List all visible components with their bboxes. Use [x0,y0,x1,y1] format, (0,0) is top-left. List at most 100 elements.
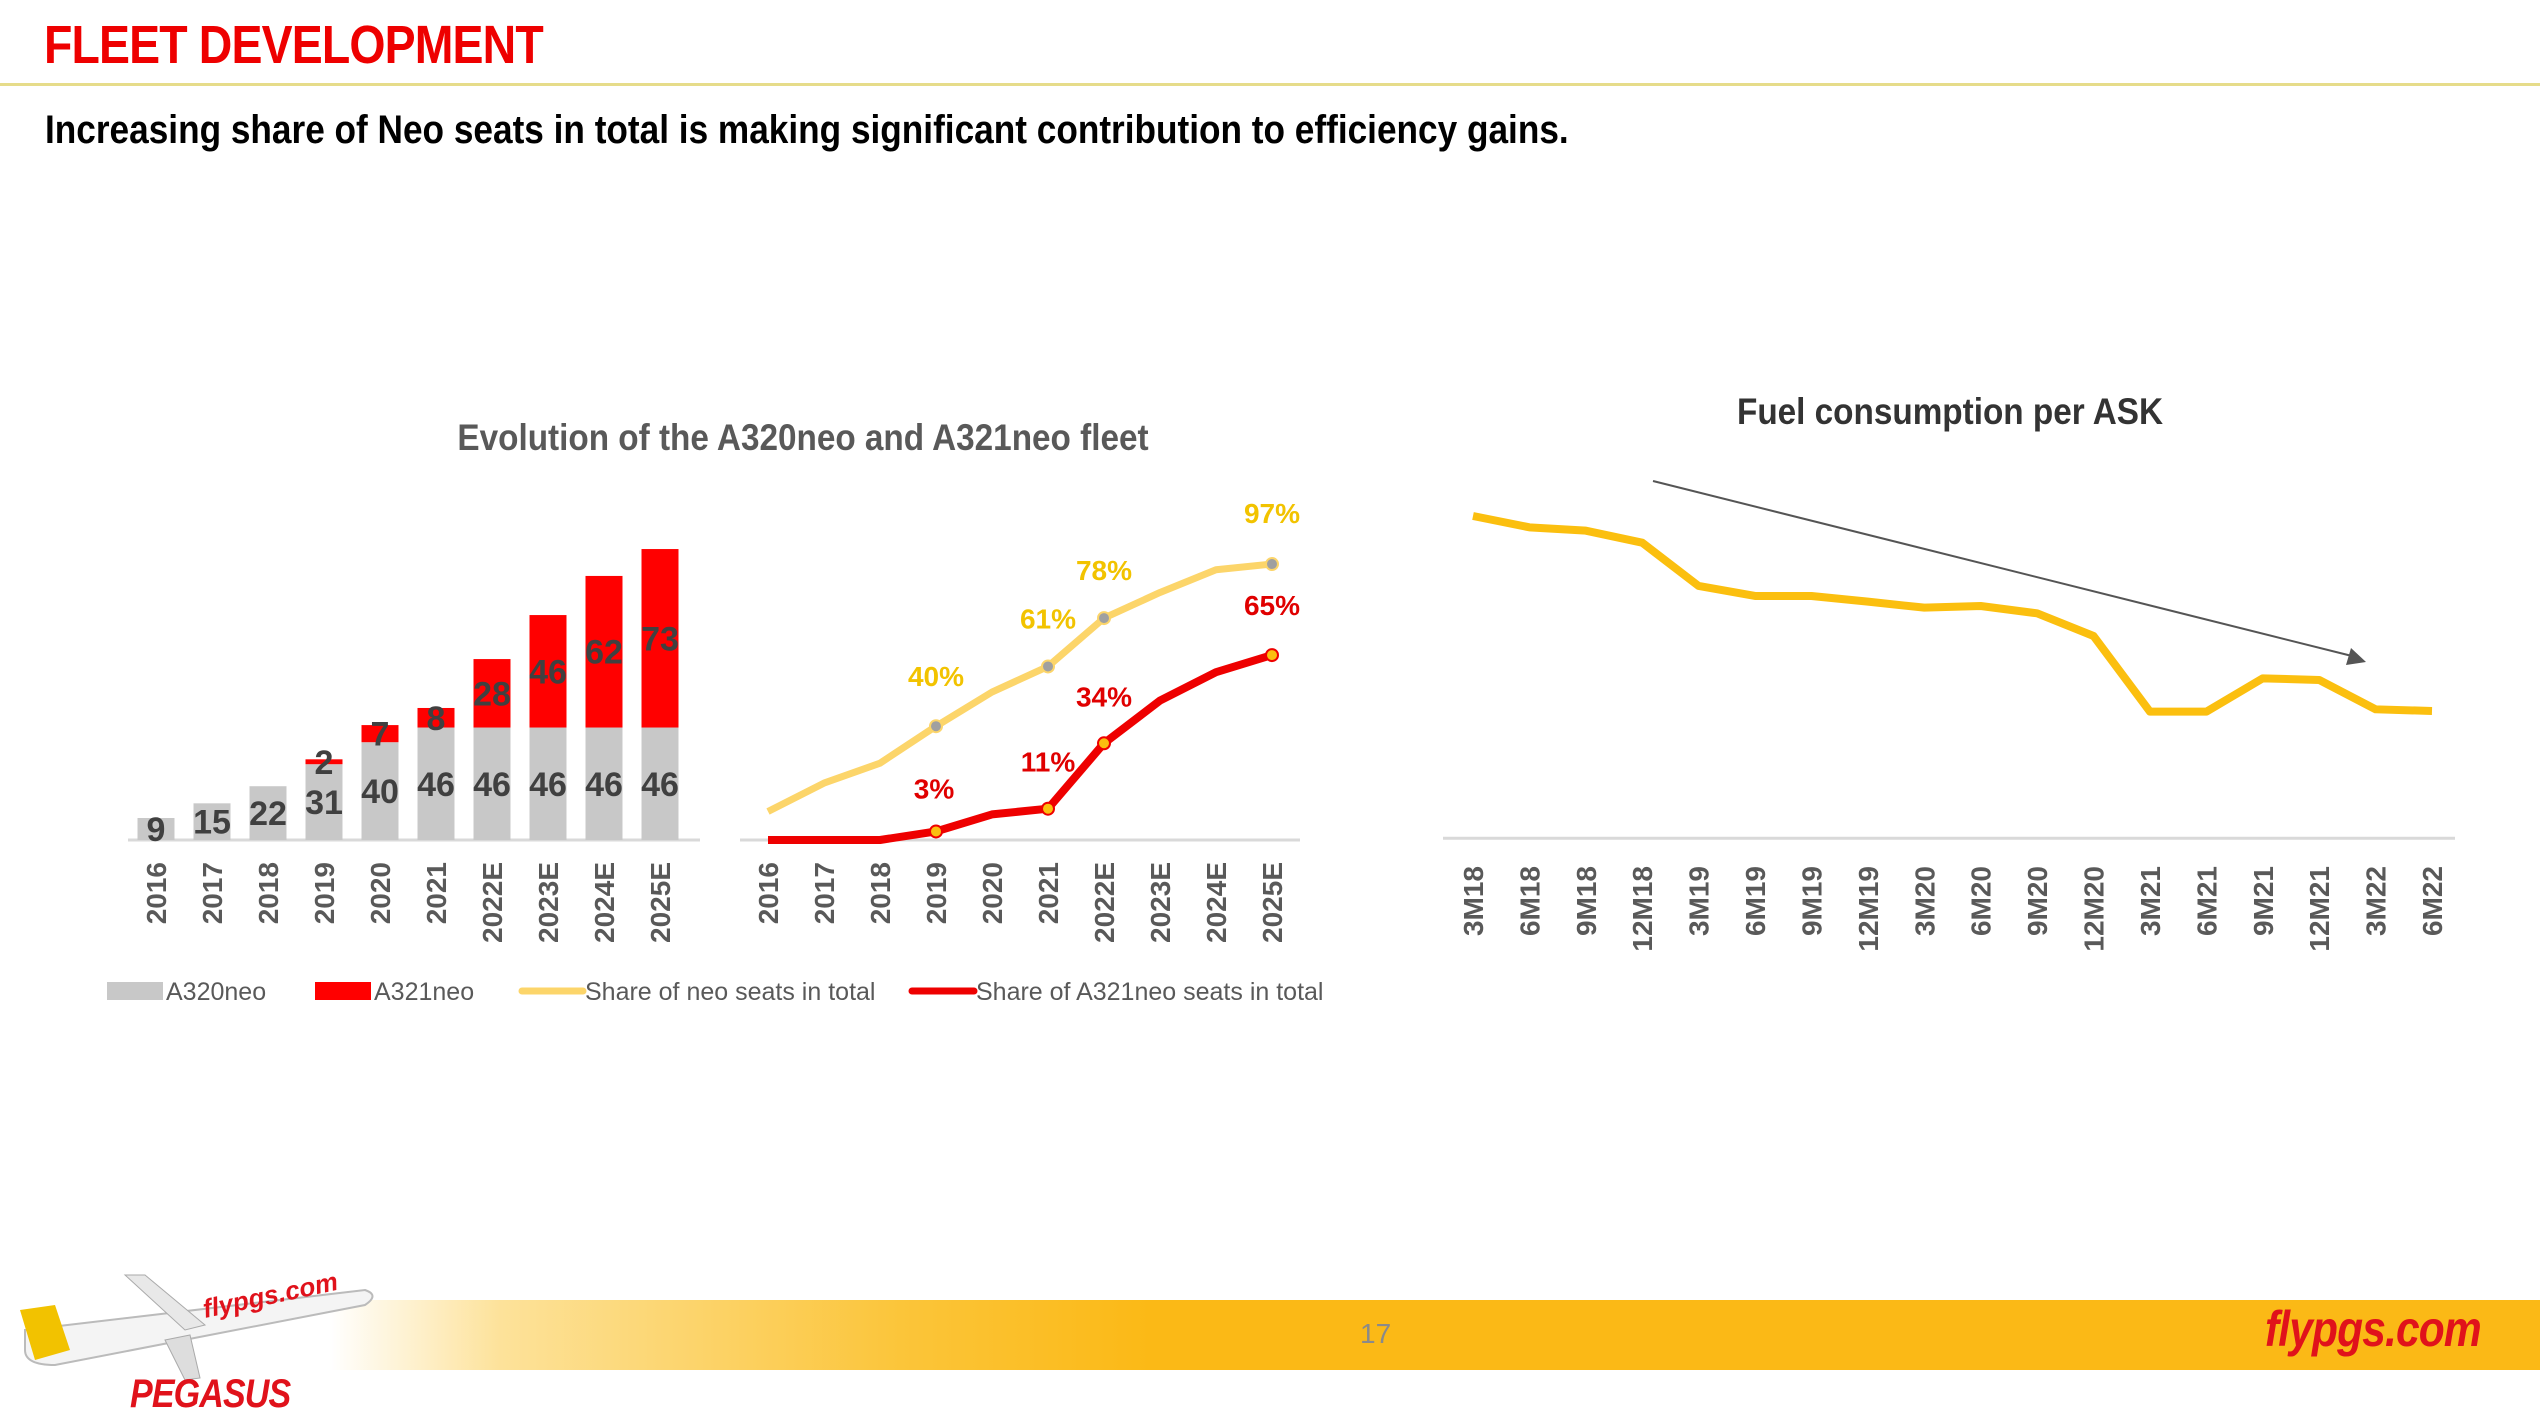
data-label-a320neo: 46 [529,766,567,804]
series-line [766,560,1273,815]
bar-a321neo [361,725,399,743]
footer-band [0,1300,2540,1370]
page-number: 17 [1360,1318,1392,1349]
series-line [768,651,1274,844]
bar-a321neo [641,549,679,728]
x-tick-label: 2021 [421,862,452,924]
data-label-a321neo: 73 [641,620,679,658]
legend-swatch-a321neo [315,982,371,1000]
data-label-a320neo: 31 [305,784,343,822]
x-tick-label: 6M22 [2417,866,2448,936]
x-tick-label: 3M21 [2135,866,2166,936]
bar-a320neo [249,786,287,840]
x-tick-label: 2023E [533,862,564,943]
bar-a320neo [305,764,343,840]
x-tick-label: 2024E [1201,862,1232,943]
data-point-marker [1041,801,1055,816]
x-tick-label: 2019 [309,862,340,924]
slide-subtitle: Increasing share of Neo seats in total i… [45,108,1569,152]
data-label: 78% [1076,555,1132,586]
data-label-a320neo: 40 [361,773,399,811]
bar-a320neo [361,742,399,840]
x-tick-label: 2022E [477,862,508,943]
x-tick-label: 2017 [809,862,840,924]
x-tick-label: 3M20 [1909,866,1940,936]
data-point-marker [1097,736,1111,751]
data-point-marker [929,719,943,734]
x-tick-label: 3M18 [1458,866,1489,936]
bar-a321neo [473,659,511,728]
bar-a320neo [585,727,623,840]
data-label: 61% [1020,603,1076,634]
x-tick-label: 2018 [253,862,284,924]
data-label-a320neo: 46 [641,766,679,804]
x-tick-label: 2020 [977,862,1008,924]
x-tick-label: 12M19 [1853,866,1884,952]
legend-label: A321neo [374,978,474,1006]
x-tick-label: 6M21 [2191,866,2222,936]
x-tick-label: 9M19 [1796,866,1827,936]
legend-swatch-a320neo [107,982,163,1000]
pegasus-brand-logo: PEGASUS [130,1372,291,1416]
fleet-bar-chart: 9 2016 15 2017 22 2018 312 2019 40 7 2020 46 8 2021 46… [128,549,700,943]
data-label-a320neo: 46 [417,766,455,804]
x-tick-label: 2023E [1145,862,1176,943]
data-label-a320neo: 46 [585,766,623,804]
plane-logo-icon: flypgs.com [20,1270,374,1380]
x-tick-label: 6M20 [1966,866,1997,936]
x-tick-label: 2025E [1257,862,1288,943]
x-tick-label: 12M21 [2304,866,2335,952]
legend-label: Share of A321neo seats in total [976,978,1323,1006]
data-label-a321neo: 46 [529,653,567,691]
bar-a321neo [305,759,343,765]
data-label-a321neo: 62 [585,634,623,672]
data-label-a320neo: 22 [249,795,287,833]
data-point-marker [1097,611,1111,626]
neo-share-line-chart: 40% 61%78% 97% 3% 11% 34% 65% 2016 2017 2018 2019 2… [740,498,1300,943]
data-label: 97% [1244,498,1300,529]
fuel-chart-title: Fuel consumption per ASK [1737,391,2164,432]
data-label-a320neo: 15 [193,804,231,842]
x-tick-label: 6M18 [1514,866,1545,936]
chart-legend: A320neo A321neo Share of neo seats in tota… [107,978,1323,1006]
data-label-a321neo: 28 [473,675,511,713]
bar-a320neo [529,727,567,840]
x-tick-label: 2017 [197,862,228,924]
data-label-a321neo: 8 [427,700,446,738]
data-point-marker [1265,648,1279,663]
x-tick-label: 2024E [589,862,620,943]
bar-a320neo [417,727,455,840]
data-label: 3% [914,773,955,804]
footer-url-logo: flypgs.com [2265,1301,2482,1357]
data-label: 11% [1021,747,1076,778]
title-divider [0,83,2540,86]
x-tick-label: 2021 [1033,862,1064,924]
x-tick-label: 2025E [645,862,676,943]
fuel-consumption-chart: 3M18 6M18 9M18 12M18 3M19 6M19 9M19 12M19 3M20 6M… [1443,480,2455,952]
x-tick-label: 2020 [365,862,396,924]
data-point-marker [1265,557,1279,572]
bar-a320neo [641,727,679,840]
x-tick-label: 2022E [1089,862,1120,943]
bar-a320neo [473,727,511,840]
data-label: 40% [908,661,964,692]
legend-label: Share of neo seats in total [585,978,875,1006]
x-tick-label: 9M18 [1571,866,1602,936]
data-label-a321neo: 2 [315,744,334,782]
bar-a321neo [529,615,567,728]
data-label-a321neo: 7 [371,716,390,754]
data-label: 65% [1244,590,1300,621]
x-tick-label: 9M20 [2022,866,2053,936]
bar-a321neo [585,575,623,728]
data-label: 34% [1076,681,1132,712]
x-tick-label: 2016 [753,862,784,924]
legend-label: A320neo [166,978,266,1006]
x-tick-label: 3M22 [2361,866,2392,936]
charts-canvas: Evolution of the A320neo and A321neo fle… [107,391,2455,1006]
fleet-chart-title: Evolution of the A320neo and A321neo fle… [457,417,1148,458]
trend-arrow-line [1652,480,2353,657]
data-label-a320neo: 46 [473,766,511,804]
x-tick-label: 2019 [921,862,952,924]
x-tick-label: 12M18 [1627,866,1658,952]
data-label-a320neo: 9 [147,811,166,849]
